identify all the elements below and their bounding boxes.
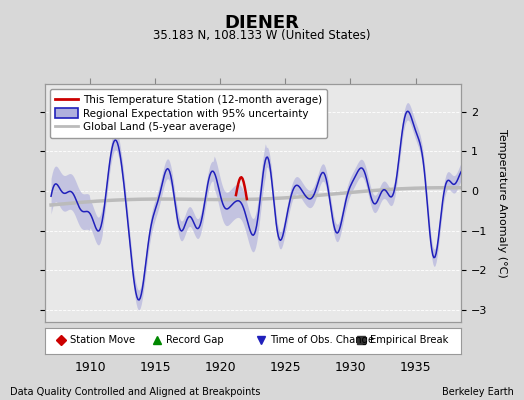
- Text: Station Move: Station Move: [70, 336, 136, 346]
- Text: 1930: 1930: [335, 361, 366, 374]
- Text: 35.183 N, 108.133 W (United States): 35.183 N, 108.133 W (United States): [153, 29, 371, 42]
- Text: Time of Obs. Change: Time of Obs. Change: [270, 336, 375, 346]
- Text: Data Quality Controlled and Aligned at Breakpoints: Data Quality Controlled and Aligned at B…: [10, 387, 261, 397]
- Text: 1915: 1915: [139, 361, 171, 374]
- Text: Berkeley Earth: Berkeley Earth: [442, 387, 514, 397]
- Text: Record Gap: Record Gap: [166, 336, 224, 346]
- Text: 1925: 1925: [269, 361, 301, 374]
- Text: 1920: 1920: [204, 361, 236, 374]
- Text: Empirical Break: Empirical Break: [370, 336, 449, 346]
- Y-axis label: Temperature Anomaly (°C): Temperature Anomaly (°C): [497, 129, 507, 277]
- Text: 1935: 1935: [400, 361, 431, 374]
- Text: DIENER: DIENER: [225, 14, 299, 32]
- Text: 1910: 1910: [74, 361, 106, 374]
- Legend: This Temperature Station (12-month average), Regional Expectation with 95% uncer: This Temperature Station (12-month avera…: [50, 89, 328, 138]
